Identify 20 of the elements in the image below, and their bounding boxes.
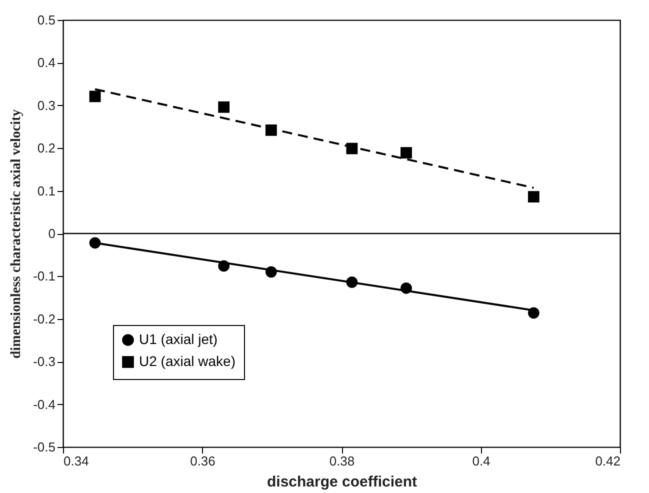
y-tick-label: 0.5 bbox=[37, 12, 56, 28]
x-tick-label: 0.38 bbox=[329, 454, 355, 468]
y-tick-label: 0.3 bbox=[37, 98, 56, 113]
legend-label: U1 (axial jet) bbox=[139, 331, 218, 347]
y-tick-label: -0.5 bbox=[33, 440, 56, 454]
y-tick-label: -0.2 bbox=[33, 311, 56, 326]
x-tick-label: 0.36 bbox=[190, 454, 216, 468]
y-tick-label: 0 bbox=[48, 226, 56, 241]
y-tick-label: 0.2 bbox=[37, 140, 56, 156]
legend-label: U2 (axial wake) bbox=[139, 353, 236, 369]
x-tick-label: 0.42 bbox=[595, 454, 620, 468]
y-axis-title: dimensionless characteristic axial velocity bbox=[9, 109, 24, 359]
y-tick-label: -0.4 bbox=[33, 396, 56, 412]
y-tick-label: -0.3 bbox=[33, 354, 56, 370]
y-tick-label: 0.1 bbox=[37, 183, 56, 198]
y-tick-label: 0.4 bbox=[37, 55, 56, 70]
x-axis-title: discharge coefficient bbox=[266, 474, 418, 490]
y-tick-label: -0.1 bbox=[33, 268, 56, 284]
x-tick-label: 0.4 bbox=[472, 454, 490, 468]
x-tick-label: 0.34 bbox=[64, 454, 89, 468]
